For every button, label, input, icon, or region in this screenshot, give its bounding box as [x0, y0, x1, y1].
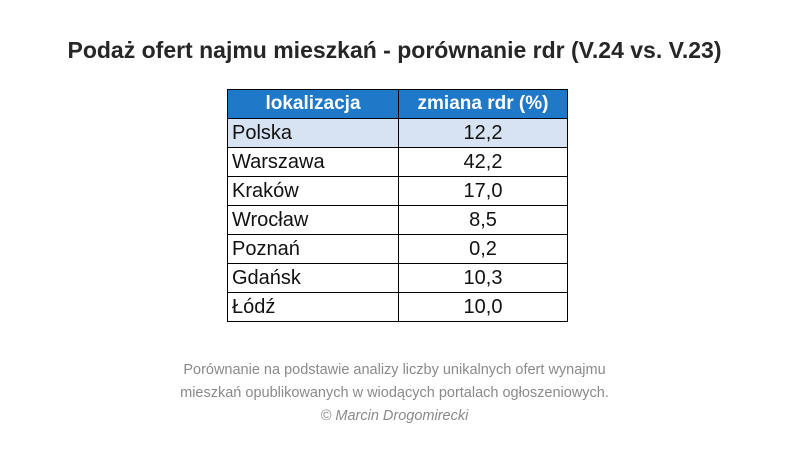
- table-row: Gdańsk 10,3: [227, 263, 568, 293]
- cell-change-value: 12,2: [398, 118, 568, 148]
- cell-location: Gdańsk: [227, 263, 399, 293]
- footnote-line-1: Porównanie na podstawie analizy liczby u…: [183, 362, 606, 378]
- chart-title: Podaż ofert najmu mieszkań - porównanie …: [67, 37, 722, 63]
- cell-location: Warszawa: [227, 147, 399, 177]
- cell-location: Poznań: [227, 234, 399, 264]
- table-row: Warszawa 42,2: [227, 147, 568, 177]
- footnote: Porównanie na podstawie analizy liczby u…: [0, 359, 789, 428]
- cell-location: Kraków: [227, 176, 399, 206]
- table-row: Kraków 17,0: [227, 176, 568, 206]
- cell-change-value: 0,2: [398, 234, 568, 264]
- table-row: Poznań 0,2: [227, 234, 568, 264]
- cell-change-value: 10,0: [398, 292, 568, 322]
- cell-location: Wrocław: [227, 205, 399, 235]
- table-header-row: lokalizacja zmiana rdr (%): [227, 89, 568, 119]
- cell-change-value: 10,3: [398, 263, 568, 293]
- cell-change-value: 17,0: [398, 176, 568, 206]
- data-table-container: lokalizacja zmiana rdr (%) Polska 12,2 War…: [227, 89, 568, 322]
- cell-location: Łódź: [227, 292, 399, 322]
- table-row: Wrocław 8,5: [227, 205, 568, 235]
- table-row: Polska 12,2: [227, 118, 568, 148]
- column-header-location: lokalizacja: [227, 89, 399, 119]
- cell-change-value: 8,5: [398, 205, 568, 235]
- data-table: lokalizacja zmiana rdr (%) Polska 12,2 War…: [227, 89, 568, 322]
- footnote-credit: © Marcin Drogomirecki: [320, 408, 469, 424]
- table-row: Łódź 10,0: [227, 292, 568, 322]
- table-body: Polska 12,2 Warszawa 42,2 Kraków 17,0 Wrocław 8…: [227, 118, 568, 322]
- cell-change-value: 42,2: [398, 147, 568, 177]
- cell-location: Polska: [227, 118, 399, 148]
- column-header-change: zmiana rdr (%): [398, 89, 568, 119]
- footnote-line-2: mieszkań opublikowanych w wiodących port…: [180, 385, 609, 401]
